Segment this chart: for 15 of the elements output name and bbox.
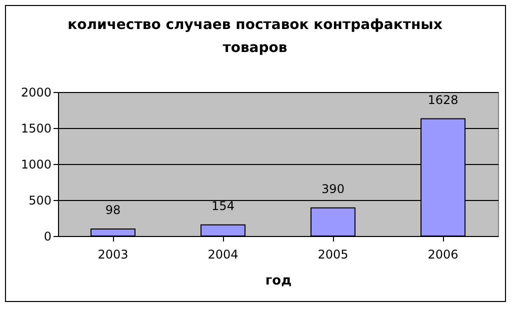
y-tick-label: 1000 (20, 158, 52, 172)
data-label: 98 (105, 202, 121, 217)
chart-title: количество случаев поставок контрафактных товаров (66, 16, 444, 58)
x-axis-title: год (265, 274, 292, 288)
y-tick-label: 2000 (20, 86, 52, 100)
data-label: 390 (322, 182, 344, 196)
y-tick-label: 500 (28, 194, 52, 208)
data-label: 1628 (428, 92, 458, 107)
y-tick-label: 0 (44, 230, 52, 244)
x-tick-label: 2003 (98, 248, 128, 262)
data-label: 154 (212, 198, 234, 213)
x-tick-label: 2004 (208, 248, 238, 262)
x-tick-label: 2005 (318, 248, 348, 262)
x-tick-label: 2006 (428, 248, 458, 262)
y-tick-label: 1500 (20, 122, 52, 136)
